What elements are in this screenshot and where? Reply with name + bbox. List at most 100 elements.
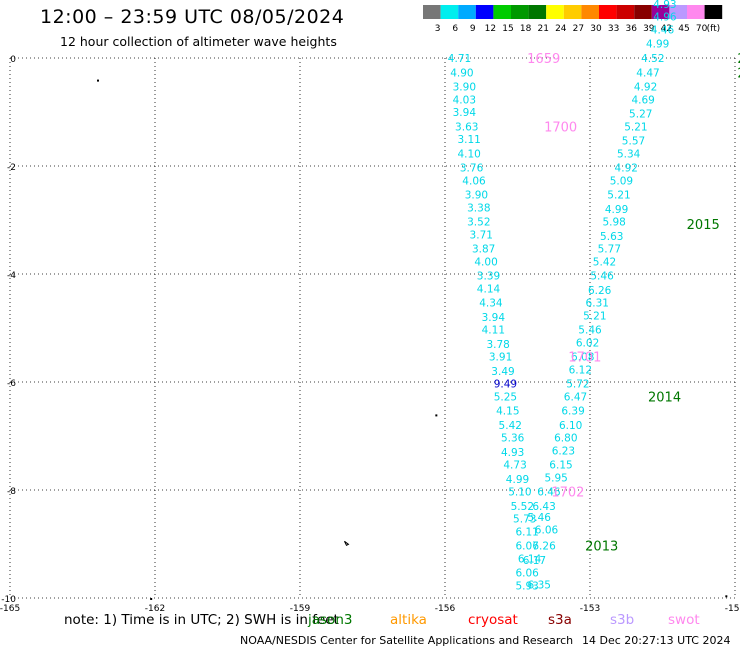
swh-value: 4.14 xyxy=(477,284,501,296)
swh-value: 6.06 xyxy=(535,524,559,536)
swh-value: 6.02 xyxy=(576,338,599,350)
legend-swatch xyxy=(634,5,652,19)
x-tick-label: -156 xyxy=(435,604,456,614)
satellite-label-s3a: s3a xyxy=(548,612,572,628)
swh-value: 3.90 xyxy=(465,190,488,202)
note-text: note: 1) Time is in UTC; 2) SWH is in fe… xyxy=(64,612,339,628)
swh-value: 6.23 xyxy=(552,446,575,458)
swh-value: 5.42 xyxy=(593,257,616,269)
swh-value: 4.73 xyxy=(503,460,526,472)
swh-value: 5.42 xyxy=(499,420,522,432)
legend-label: 39 xyxy=(643,24,655,34)
swh-value: 4.03 xyxy=(453,95,476,107)
swh-value: 3.63 xyxy=(455,122,478,134)
swh-points: 4.714.903.904.033.943.633.114.103.764.06… xyxy=(448,0,677,593)
footer-timestamp: 14 Dec 20:27:13 UTC 2024 xyxy=(582,634,731,647)
legend-swatch xyxy=(704,5,723,19)
swh-value: 6.15 xyxy=(549,460,572,472)
swh-value: 3.90 xyxy=(453,82,476,94)
swh-value: 3.94 xyxy=(453,107,477,119)
satellite-label-swot: swot xyxy=(668,612,700,628)
swh-value: 3.87 xyxy=(472,244,495,256)
legend-swatch xyxy=(423,5,441,19)
swh-value: 6.06 xyxy=(515,568,539,580)
time-label: 201 xyxy=(737,67,740,82)
swh-value: 5.98 xyxy=(602,217,625,229)
swh-value: 3.38 xyxy=(467,203,490,215)
swh-value: 5.52 xyxy=(511,501,534,513)
swh-value: 3.49 xyxy=(491,366,514,378)
swh-value: 6.17 xyxy=(523,555,546,567)
time-label: 1701 xyxy=(568,351,601,366)
legend-swatch xyxy=(581,5,599,19)
swh-value-high: 9.49 xyxy=(494,379,517,391)
swh-value: 4.47 xyxy=(636,68,659,80)
legend-swatch xyxy=(651,5,670,19)
swh-value: 4.00 xyxy=(474,257,497,269)
swh-value: 6.43 xyxy=(532,501,555,513)
swh-value: 4.96 xyxy=(653,11,677,23)
legend-label: 70 xyxy=(696,24,708,34)
legend-swatch xyxy=(563,5,582,19)
swh-value: 4.52 xyxy=(641,53,664,65)
y-tick-label: 0 xyxy=(10,55,16,65)
swh-value: 6.11 xyxy=(515,527,538,539)
legend-label: 42 xyxy=(661,24,672,34)
legend-unit: (ft) xyxy=(707,24,721,34)
swh-value: 4.06 xyxy=(462,176,486,188)
swh-value: 6.46 xyxy=(537,487,561,499)
y-tick-label: -8 xyxy=(7,487,16,497)
land-dot xyxy=(725,595,728,598)
swh-value: 5.21 xyxy=(624,122,647,134)
y-tick-label: -4 xyxy=(7,271,16,281)
swh-value: 5.57 xyxy=(622,136,645,148)
swh-value: 4.69 xyxy=(631,95,654,107)
swh-value: 3.94 xyxy=(482,312,506,324)
swh-value: 3.76 xyxy=(460,163,484,175)
swh-value: 6.35 xyxy=(528,580,551,592)
time-label: 2013 xyxy=(585,540,618,555)
swh-value: 4.90 xyxy=(450,68,473,80)
legend-label: 6 xyxy=(452,24,458,34)
swh-value: 6.47 xyxy=(564,392,587,404)
legend-label: 30 xyxy=(590,24,602,34)
satellite-label-s3b: s3b xyxy=(610,612,635,628)
y-tick-label: -6 xyxy=(7,379,16,389)
grid xyxy=(9,57,736,599)
time-label: 1702 xyxy=(551,486,584,501)
legend-swatch xyxy=(546,5,564,19)
time-label: 20 xyxy=(737,52,740,67)
legend-label: 36 xyxy=(625,24,637,34)
swh-value: 4.71 xyxy=(448,53,471,65)
swh-value: 3.91 xyxy=(489,352,512,364)
swh-value: 6.12 xyxy=(569,365,592,377)
swh-value: 6.26 xyxy=(532,541,556,553)
legend-label: 21 xyxy=(537,24,548,34)
time-label: 1659 xyxy=(527,52,560,67)
swh-value: 4.99 xyxy=(506,474,529,486)
x-tick-label: -150 xyxy=(725,604,740,614)
swh-value: 5.34 xyxy=(617,149,641,161)
satellite-label-altika: altika xyxy=(390,612,427,628)
legend-label: 33 xyxy=(608,24,619,34)
swh-value: 6.08 xyxy=(571,352,594,364)
swh-value: 5.46 xyxy=(528,512,552,524)
swh-value: 3.52 xyxy=(467,217,490,229)
satellite-label-cryosat: cryosat xyxy=(468,612,518,628)
swh-value: 5.10 xyxy=(508,487,531,499)
swh-value: 5.46 xyxy=(578,325,602,337)
swh-value: 5.63 xyxy=(600,231,623,243)
swh-value: 4.92 xyxy=(634,82,657,94)
swh-value: 4.93 xyxy=(501,447,524,459)
swh-value: 3.78 xyxy=(486,339,509,351)
swh-value: 4.15 xyxy=(496,406,519,418)
swh-value: 6.31 xyxy=(586,298,609,310)
chart-title: 12:00 – 23:59 UTC 08/05/2024 xyxy=(40,6,345,28)
swh-value: 5.25 xyxy=(494,392,517,404)
swh-value: 5.21 xyxy=(583,311,606,323)
land-dot xyxy=(435,414,438,417)
swh-value: 5.46 xyxy=(590,271,614,283)
swh-value: 4.99 xyxy=(605,204,628,216)
legend-label: 15 xyxy=(502,24,513,34)
